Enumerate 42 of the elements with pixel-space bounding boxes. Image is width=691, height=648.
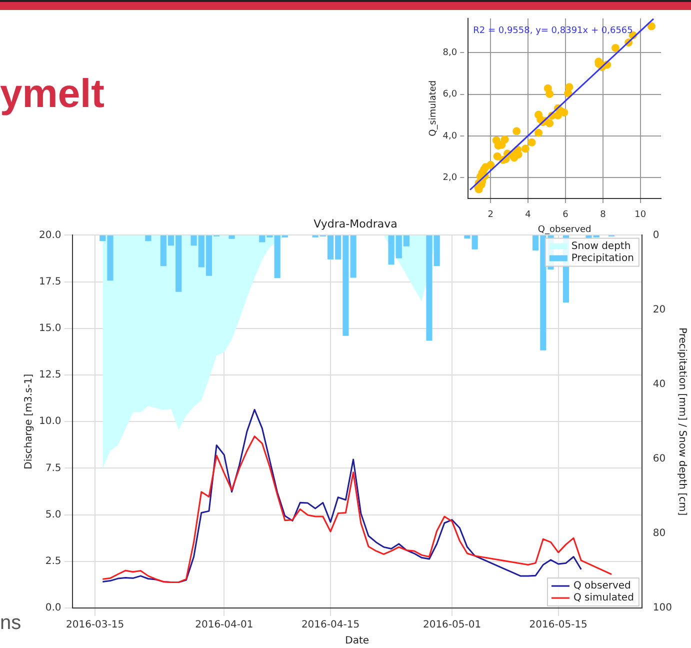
y-tick-label: 17.5 [39, 276, 62, 288]
x-tick-label: 2016-03-15 [66, 620, 124, 631]
x-tick-label: 2016-05-15 [529, 620, 588, 631]
y2-tick-label: 40 [652, 378, 666, 390]
y2-tick-label: 0 [652, 230, 660, 241]
y-tick-label: 2.5 [45, 556, 62, 567]
legend-label: Precipitation [571, 252, 634, 264]
y-tick-label: 6,0 [442, 90, 458, 100]
legend-label: Snow depth [571, 240, 631, 252]
y-tick-label: 2,0 [442, 172, 458, 183]
x-tick-label: 8 [600, 210, 606, 220]
y2-tick-label: 60 [652, 453, 666, 464]
y2-axis-title: Precipitation [mm] / Snow depth [cm] [676, 328, 688, 516]
y2-tick-label: 80 [652, 528, 666, 540]
y-tick-label: 20.0 [39, 230, 62, 241]
y2-tick-label: 20 [652, 304, 666, 316]
y-tick-label: 4,0 [442, 131, 458, 142]
y-tick-label: 7.5 [45, 462, 62, 474]
y-tick-label: 12.5 [39, 370, 62, 381]
y-axis-title: Discharge [m3.s-1] [24, 374, 35, 470]
x-axis-title: Date [345, 636, 370, 647]
x-tick-label: 2016-05-01 [422, 620, 482, 631]
text: ns [0, 612, 22, 635]
legend-label: Q simulated [573, 592, 634, 604]
y2-tick-label: 100 [652, 602, 672, 614]
y-tick-label: 15.0 [39, 322, 62, 334]
y-tick-label: 5.0 [45, 509, 62, 520]
legend-label: Q observed [573, 580, 631, 592]
x-tick-label: 6 [562, 210, 569, 220]
x-axis-title: Q_observed [538, 224, 592, 235]
y-axis-title: Q_simulated [428, 80, 439, 136]
y-tick-label: 0.0 [45, 602, 62, 614]
text: ymelt [0, 72, 104, 117]
x-tick-label: 2016-04-15 [301, 620, 360, 631]
chart-title: Vydra-Modrava [314, 217, 398, 230]
x-tick-label: 4 [525, 210, 532, 220]
y-tick-label: 8,0 [442, 48, 458, 58]
y-tick-label: 10.0 [39, 416, 62, 428]
x-tick-label: 10 [634, 210, 646, 220]
x-tick-label: 2016-04-01 [195, 620, 254, 631]
annotation: R2 = 0,9558, y= 0,8391x + 0,6565 [473, 26, 633, 36]
x-tick-label: 2 [488, 210, 494, 220]
